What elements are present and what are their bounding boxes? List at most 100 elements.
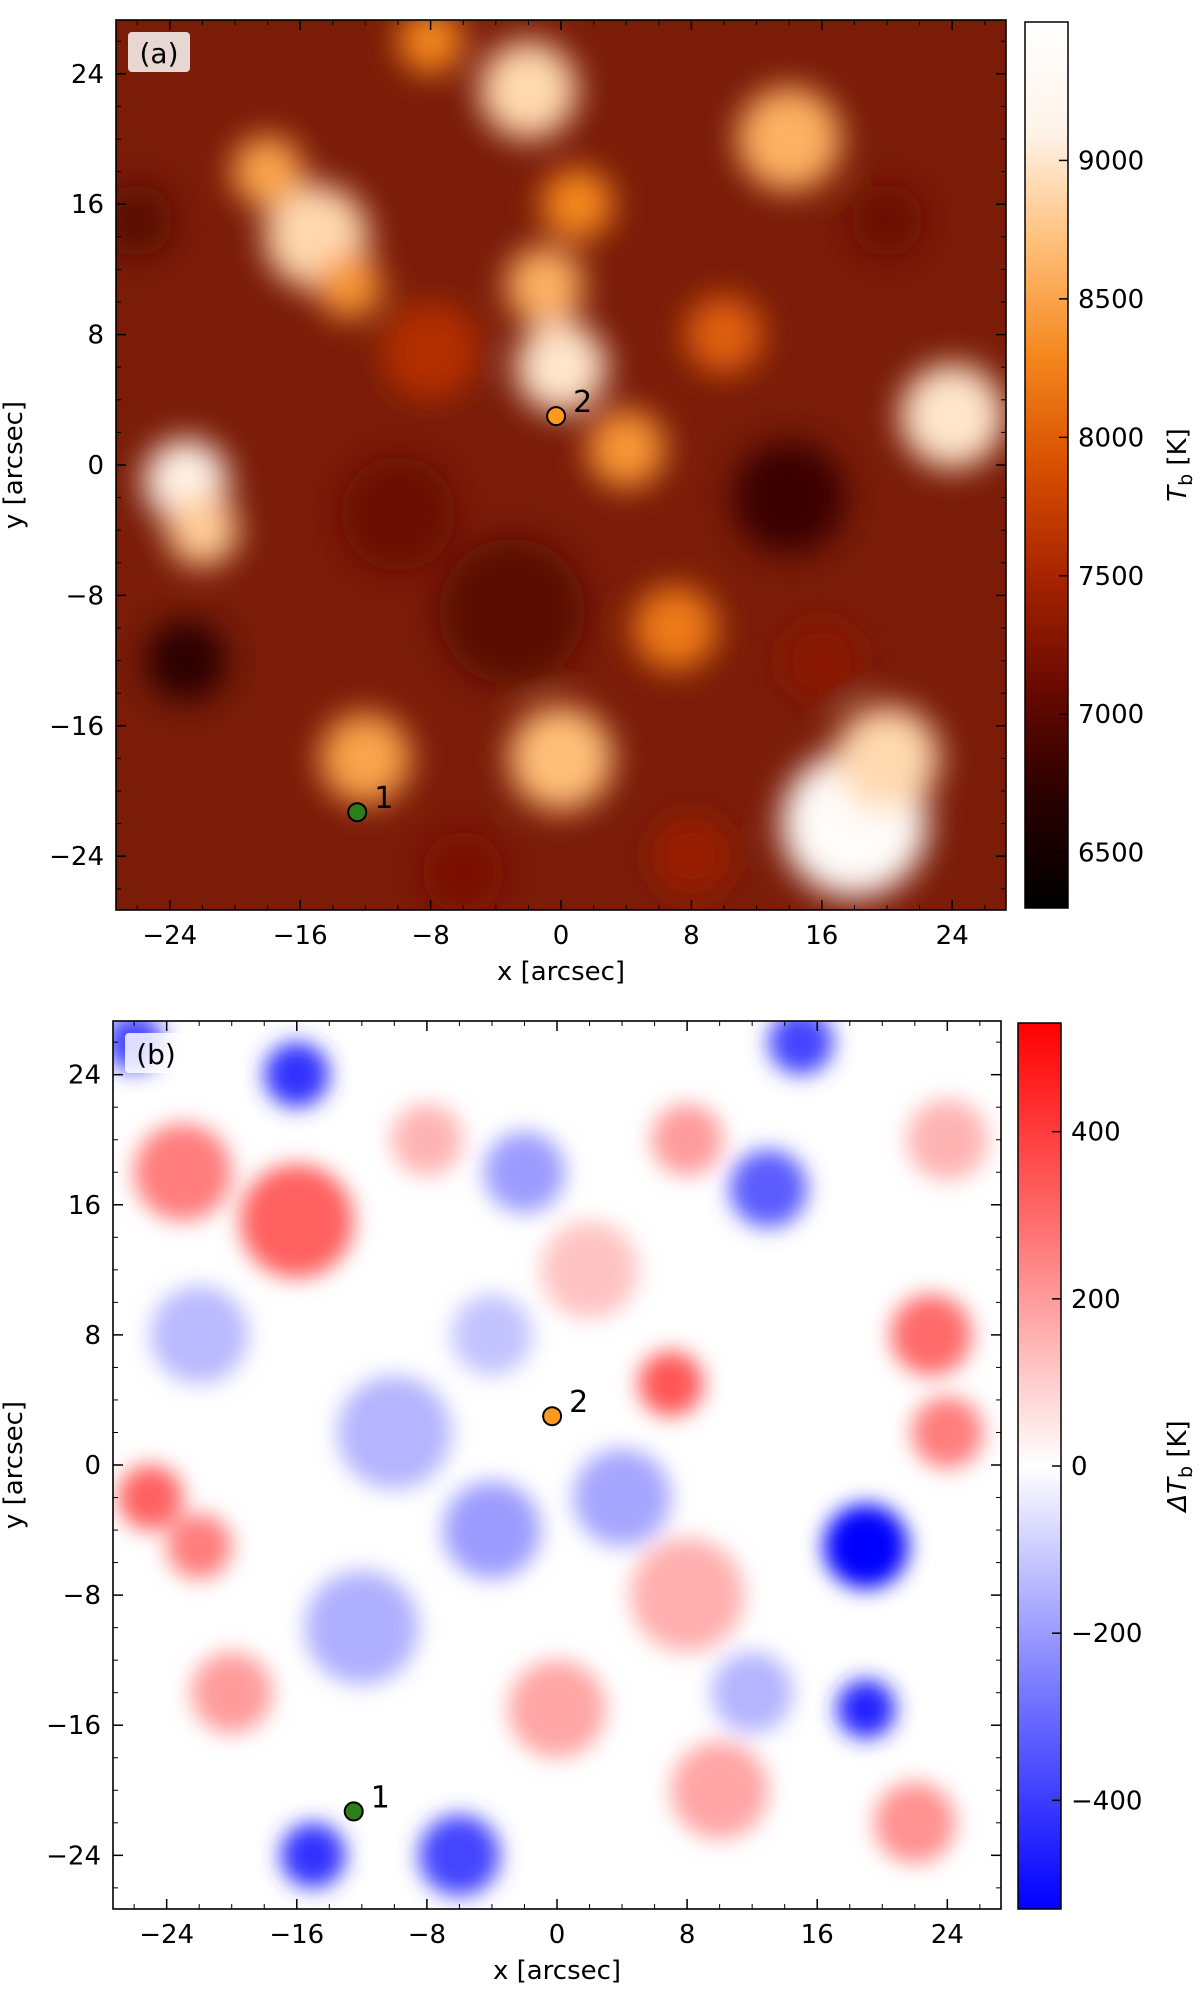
heatmap-feature: [438, 538, 586, 686]
y-axis-label: y [arcsec]: [0, 1401, 29, 1529]
colorbar-tick-label: 200: [1071, 1285, 1121, 1315]
x-axis-label: x [arcsec]: [493, 1956, 621, 1986]
colorbar-label-sub: b: [1175, 474, 1197, 486]
colorbar-label: Tb [K]: [1163, 428, 1197, 502]
colorbar-label-main: T: [1163, 484, 1193, 502]
y-tick-label: 8: [84, 1321, 101, 1351]
heatmap-feature: [191, 1652, 273, 1734]
y-tick-label: 16: [71, 190, 104, 220]
heatmap-feature: [398, 20, 464, 74]
heatmap-feature: [711, 1652, 793, 1734]
colorbar-tick-label: 6500: [1078, 839, 1144, 869]
heatmap-feature: [670, 1741, 769, 1840]
marker-label: 1: [371, 1780, 390, 1815]
x-tick-label: −16: [273, 921, 328, 951]
heatmap-feature: [166, 494, 239, 567]
heatmap-feature: [650, 815, 733, 897]
heatmap-feature: [638, 1351, 704, 1417]
heatmap-feature: [906, 1099, 988, 1181]
x-tick-label: 8: [679, 1920, 696, 1950]
heatmap-feature: [684, 295, 764, 374]
heatmap-feature: [573, 1448, 671, 1547]
heatmap-image: [116, 20, 1006, 910]
heatmap-feature: [134, 1123, 232, 1222]
x-tick-label: −24: [142, 921, 197, 951]
x-tick-label: 8: [683, 921, 700, 951]
heatmap-feature: [479, 41, 578, 139]
heatmap-feature: [890, 1294, 972, 1376]
y-tick-label: −8: [63, 1581, 101, 1611]
marker-point: [542, 1406, 563, 1427]
heatmap-feature: [632, 585, 718, 671]
heatmap-feature: [836, 1679, 896, 1739]
heatmap-feature: [834, 706, 940, 811]
colorbar-label-unit: [K]: [1163, 428, 1193, 474]
y-tick-label: 24: [71, 60, 104, 90]
heatmap-feature: [483, 1131, 566, 1213]
colorbar: [1024, 21, 1069, 909]
heatmap-feature: [515, 321, 607, 413]
x-tick-label: −8: [411, 921, 449, 951]
y-tick-label: 0: [84, 1451, 101, 1481]
x-tick-label: −8: [408, 1920, 446, 1950]
heatmap-feature: [587, 409, 666, 488]
panel-a: −24 −16 −8 0 8 16 24 −24 −16 −8 0 8 16 24 x [arcsec] y …: [0, 19, 1197, 987]
heatmap-feature: [304, 1570, 419, 1685]
x-axis-label: x [arcsec]: [497, 957, 625, 987]
heatmap-feature: [316, 253, 382, 319]
heatmap-feature: [117, 1465, 183, 1531]
y-axis-label: y [arcsec]: [0, 401, 29, 529]
heatmap-feature: [630, 1538, 745, 1653]
marker-label: 2: [573, 385, 592, 420]
y-tick-label: 16: [68, 1191, 101, 1221]
panel-b: −24 −16 −8 0 8 16 24 −24 −16 −8 0 8 16 24 x [arcsec] y …: [0, 1020, 1197, 1986]
y-tick-label: −16: [46, 1711, 101, 1741]
heatmap-feature: [451, 1294, 533, 1376]
y-tick-label: −8: [66, 581, 104, 611]
x-tick-label: −24: [139, 1920, 194, 1950]
colorbar-tick-label: 7500: [1078, 562, 1144, 592]
x-tick-label: 0: [549, 1920, 566, 1950]
heatmap-image: [113, 1021, 1001, 1909]
colorbar-label-main: ΔT: [1163, 1476, 1193, 1514]
colorbar-tick-label: 400: [1071, 1118, 1121, 1148]
heatmap-feature: [150, 1286, 248, 1384]
colorbar-label-unit: [K]: [1163, 1420, 1193, 1466]
colorbar-tick-label: 7000: [1078, 700, 1144, 730]
marker-label: 1: [374, 781, 393, 816]
x-tick-label: 16: [805, 921, 838, 951]
panel-label-box: [128, 32, 190, 72]
x-tick-label: 16: [801, 1920, 834, 1950]
x-tick-label: 24: [936, 921, 969, 951]
heatmap-feature: [337, 1375, 452, 1490]
x-tick-label: 0: [553, 921, 570, 951]
heatmap-feature: [900, 363, 1005, 469]
heatmap-feature: [505, 246, 584, 325]
panel-label: (b): [136, 1038, 176, 1071]
heatmap-feature: [729, 1149, 808, 1228]
marker-point: [347, 802, 368, 823]
heatmap-feature: [874, 1782, 956, 1864]
heatmap-feature: [231, 135, 304, 208]
heatmap-feature: [823, 1504, 909, 1589]
heatmap-feature: [391, 1103, 463, 1176]
heatmap-feature: [264, 1042, 330, 1108]
heatmap-feature: [166, 1513, 232, 1579]
heatmap-feature: [737, 86, 842, 192]
colorbar-tick-label: 8000: [1078, 423, 1144, 453]
heatmap-feature: [508, 1660, 606, 1758]
heatmap-feature: [768, 1021, 834, 1075]
heatmap-feature: [418, 1814, 501, 1896]
marker-point: [546, 406, 567, 427]
x-tick-label: −16: [269, 1920, 324, 1950]
heatmap-feature: [280, 1822, 346, 1888]
x-tick-label: 24: [931, 1920, 964, 1950]
colorbar-tick-label: −200: [1071, 1619, 1142, 1649]
y-tick-label: −16: [49, 712, 104, 742]
heatmap-feature: [851, 184, 923, 257]
heatmap-feature: [319, 712, 412, 805]
heatmap-feature: [911, 1396, 984, 1469]
y-tick-label: −24: [49, 842, 104, 872]
colorbar-label: ΔTb [K]: [1163, 1420, 1197, 1513]
